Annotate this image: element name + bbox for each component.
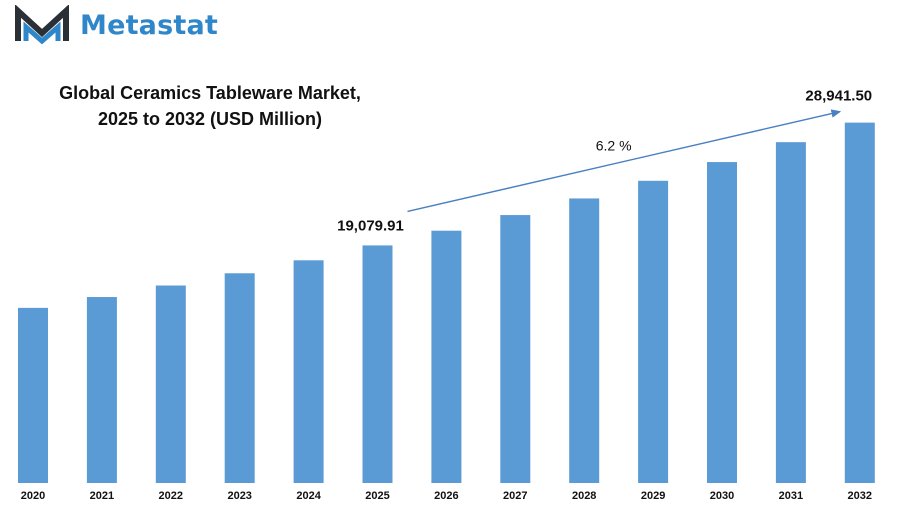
bar-2026: [431, 230, 462, 483]
chart-title: Global Ceramics Tableware Market, 2025 t…: [20, 80, 400, 132]
bar-2021: [86, 297, 117, 483]
brand-name: Metastat: [80, 9, 219, 41]
x-tick-label-2025: 2025: [365, 490, 389, 502]
start-value-label: 19,079.91: [337, 217, 404, 234]
bar-2025: [362, 245, 393, 483]
bar-2027: [500, 215, 531, 483]
bar-2022: [155, 285, 186, 483]
x-tick-label-2020: 2020: [21, 490, 45, 502]
bar-2028: [569, 198, 600, 483]
x-tick-label-2027: 2027: [503, 490, 527, 502]
bar-2031: [775, 142, 806, 484]
brand-logo: Metastat: [12, 4, 218, 46]
bar-2032: [844, 122, 875, 483]
bar-2029: [638, 180, 669, 483]
metastat-m-logo-icon: [15, 5, 69, 45]
x-tick-label-2028: 2028: [572, 490, 596, 502]
chart-title-line-1: Global Ceramics Tableware Market,: [59, 83, 361, 103]
bar-series: [18, 122, 875, 484]
x-tick-label-2022: 2022: [159, 490, 183, 502]
growth-arrow: [407, 109, 842, 213]
x-tick-label-2030: 2030: [710, 490, 734, 502]
x-axis-ticks: 2020 2021 2022 2023 2024 2025 2026 2027 2028 2029…: [21, 490, 872, 502]
x-tick-label-2021: 2021: [90, 490, 114, 502]
bar-2023: [224, 273, 255, 483]
x-tick-label-2032: 2032: [848, 490, 872, 502]
x-tick-label-2024: 2024: [296, 490, 321, 502]
cagr-label: 6.2 %: [596, 138, 632, 154]
x-tick-label-2023: 2023: [227, 490, 251, 502]
x-tick-label-2031: 2031: [779, 490, 803, 502]
bar-2030: [707, 162, 737, 483]
bar-2020: [18, 307, 48, 483]
x-tick-label-2029: 2029: [641, 490, 665, 502]
x-tick-label-2026: 2026: [434, 490, 458, 502]
end-value-label: 28,941.50: [805, 88, 872, 105]
chart-title-line-2: 2025 to 2032 (USD Million): [97, 109, 323, 129]
bar-2024: [293, 260, 324, 483]
